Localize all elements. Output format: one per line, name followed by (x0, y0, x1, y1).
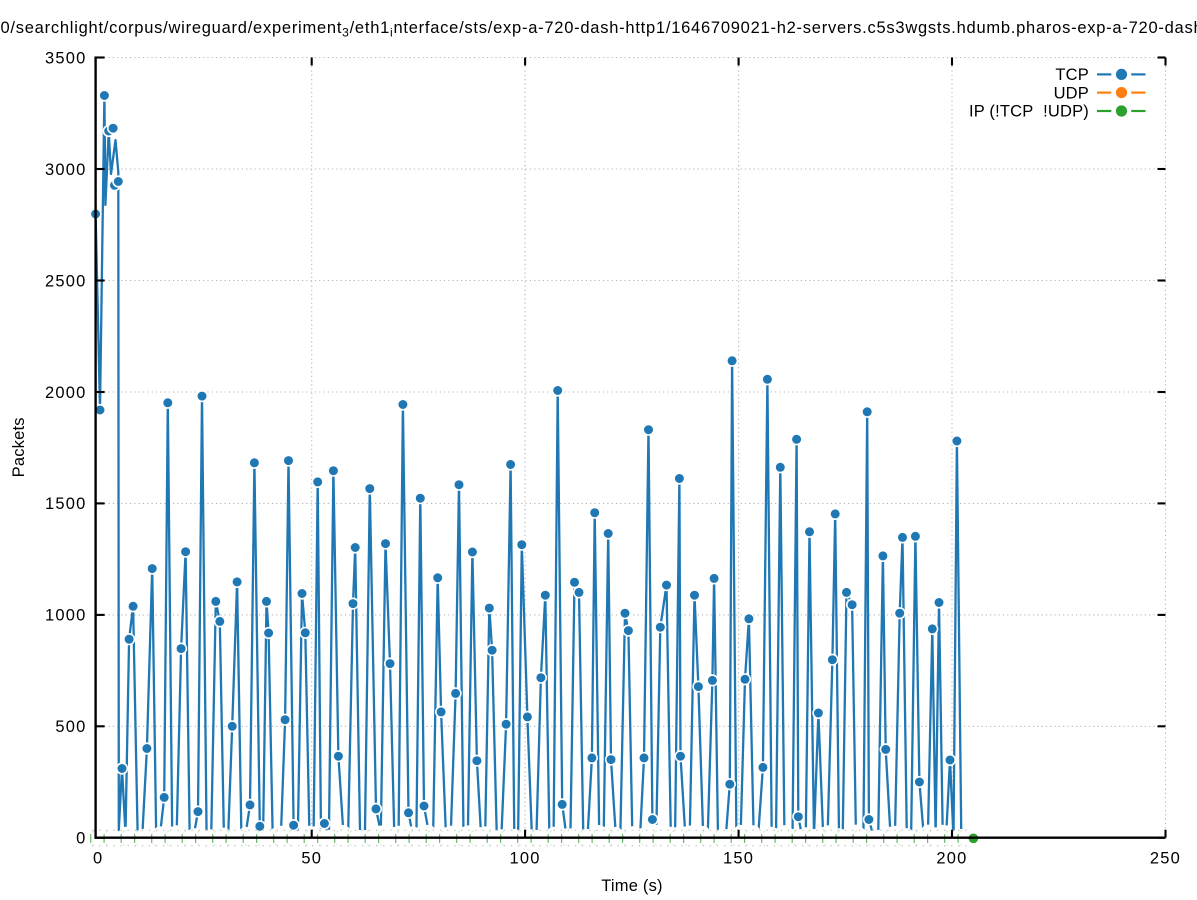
svg-text:2000: 2000 (45, 384, 87, 402)
svg-text:2500: 2500 (45, 272, 87, 290)
svg-text:3500: 3500 (45, 49, 87, 67)
svg-text:Time (s): Time (s) (601, 877, 662, 895)
svg-text:IP (!TCP !UDP): IP (!TCP !UDP) (969, 103, 1089, 121)
svg-text:UDP: UDP (1054, 84, 1089, 102)
svg-text:Packets: Packets (10, 417, 28, 477)
svg-text:1500: 1500 (45, 495, 87, 513)
svg-text:0: 0 (76, 830, 86, 848)
svg-text:3000: 3000 (45, 161, 87, 179)
svg-text:100: 100 (510, 850, 541, 868)
svg-text:150: 150 (723, 850, 754, 868)
svg-text:250: 250 (1150, 850, 1181, 868)
svg-text:200: 200 (936, 850, 967, 868)
svg-text:1000: 1000 (45, 607, 87, 625)
svg-text:TCP: TCP (1055, 66, 1089, 84)
svg-text:500: 500 (55, 718, 86, 736)
svg-text:50: 50 (301, 850, 322, 868)
svg-text:0: 0 (93, 850, 103, 868)
